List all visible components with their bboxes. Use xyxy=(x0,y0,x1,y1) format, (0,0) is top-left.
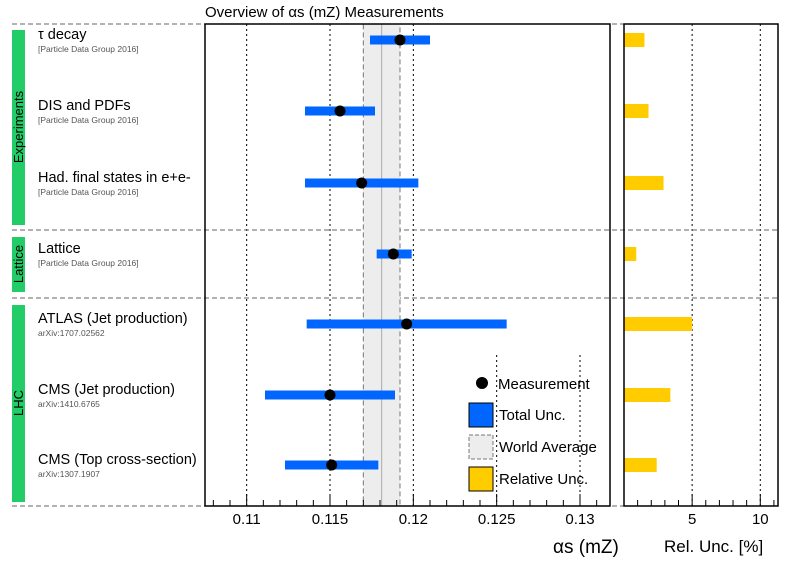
rel-unc-bar-4 xyxy=(624,247,637,261)
measurement-label-3: Had. final states in e+e- xyxy=(38,170,191,186)
measurement-sublabel-6: arXiv:1410.6765 xyxy=(38,399,100,409)
rel-unc-bar-3 xyxy=(624,176,664,190)
group-bar-lhc xyxy=(12,305,25,502)
frame-layer xyxy=(204,23,779,507)
measurement-label-1: τ decay xyxy=(38,27,87,43)
measurement-sublabel-7: arXiv:1307.1907 xyxy=(38,469,100,479)
x-tick-label-3: 0.12 xyxy=(399,511,428,528)
measurement-point-6 xyxy=(324,389,336,401)
legend-measurement-label: Measurement xyxy=(498,376,591,393)
group-label-lattice: Lattice xyxy=(11,245,26,283)
legend-total-swatch xyxy=(468,402,494,428)
x-tick-label-2: 0.115 xyxy=(312,511,348,528)
rel-axis-label: Rel. Unc. [%] xyxy=(664,537,763,556)
rel-unc-bar-7 xyxy=(624,458,657,472)
measurement-point-1 xyxy=(394,34,406,46)
marks-layer xyxy=(12,30,693,502)
rel-tick-label-2: 10 xyxy=(752,511,769,528)
measurement-point-4 xyxy=(387,248,399,260)
measurement-point-7 xyxy=(326,459,338,471)
rel-unc-bar-2 xyxy=(624,104,649,118)
measurement-point-3 xyxy=(356,177,368,189)
group-label-lhc: LHC xyxy=(11,390,26,416)
measurement-sublabel-4: [Particle Data Group 2016] xyxy=(38,258,139,268)
measurement-label-2: DIS and PDFs xyxy=(38,98,131,114)
measurement-point-2 xyxy=(334,105,346,117)
x-tick-label-1: 0.11 xyxy=(233,511,261,528)
measurement-label-5: ATLAS (Jet production) xyxy=(38,311,188,327)
measurement-label-6: CMS (Jet production) xyxy=(38,382,175,398)
rel-unc-bar-1 xyxy=(624,33,645,47)
legend-measurement-marker xyxy=(476,377,488,389)
main-plot-frame xyxy=(204,23,611,507)
rel-unc-bar-5 xyxy=(624,317,693,331)
legend-total-label: Total Unc. xyxy=(499,407,566,424)
measurement-sublabel-5: arXiv:1707.02562 xyxy=(38,328,105,338)
group-label-experiments: Experiments xyxy=(11,90,26,163)
world-average-layer xyxy=(362,23,401,507)
rel-plot-frame xyxy=(623,23,779,507)
rel-unc-bar-6 xyxy=(624,388,671,402)
measurement-point-5 xyxy=(401,318,413,330)
x-tick-label-4: 0.125 xyxy=(478,511,516,528)
group-bar-experiments xyxy=(12,30,25,225)
measurement-sublabel-3: [Particle Data Group 2016] xyxy=(38,187,139,197)
group-bar-lattice xyxy=(12,237,25,292)
measurement-sublabel-1: [Particle Data Group 2016] xyxy=(38,44,139,54)
chart-title: Overview of αs (mZ) Measurements xyxy=(205,4,444,21)
legend-world-label: World Average xyxy=(499,439,597,456)
legend-relative-swatch xyxy=(468,466,494,492)
x-tick-label-5: 0.13 xyxy=(565,511,594,528)
measurement-sublabel-2: [Particle Data Group 2016] xyxy=(38,115,139,125)
text-layer: τ decay[Particle Data Group 2016]DIS and… xyxy=(11,4,769,558)
rel-tick-label-1: 5 xyxy=(688,511,696,528)
legend-relative-label: Relative Unc. xyxy=(499,471,588,488)
x-axis-label: αs (mZ) xyxy=(553,537,619,558)
legend-world-swatch xyxy=(468,434,494,460)
grid-layer xyxy=(12,23,778,507)
measurement-label-4: Lattice xyxy=(38,241,81,257)
measurement-label-7: CMS (Top cross-section) xyxy=(38,452,197,468)
